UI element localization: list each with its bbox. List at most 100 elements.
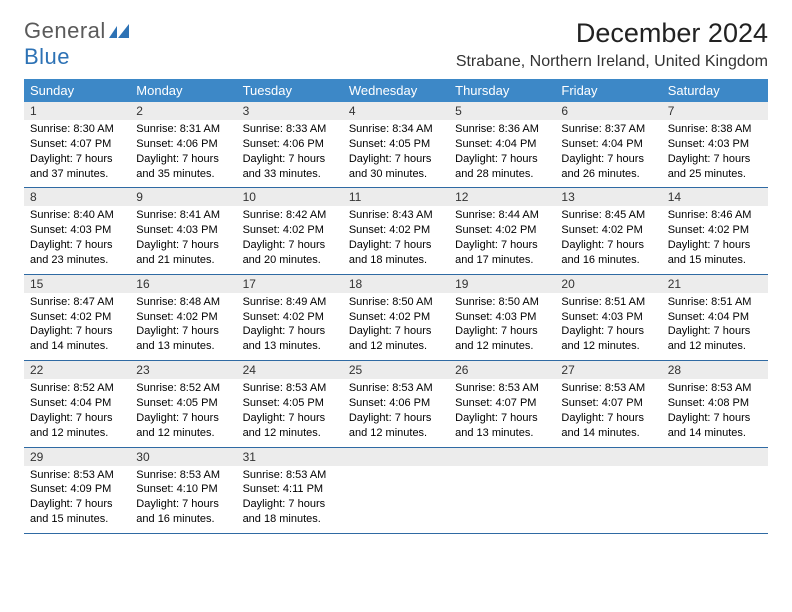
sunrise: Sunrise: 8:33 AM [243,122,337,137]
sunset: Sunset: 4:06 PM [349,396,443,411]
day-cell: Sunrise: 8:31 AMSunset: 4:06 PMDaylight:… [130,120,236,187]
day-cell: Sunrise: 8:51 AMSunset: 4:03 PMDaylight:… [555,293,661,360]
daylight-line2: and 26 minutes. [561,167,655,182]
month-title: December 2024 [456,18,768,49]
sunrise: Sunrise: 8:53 AM [136,468,230,483]
daylight-line1: Daylight: 7 hours [136,497,230,512]
daylight-line2: and 30 minutes. [349,167,443,182]
day-number: 5 [449,102,555,120]
week: 891011121314Sunrise: 8:40 AMSunset: 4:03… [24,188,768,274]
daylight-line1: Daylight: 7 hours [455,411,549,426]
daylight-line2: and 18 minutes. [243,512,337,527]
daylight-line2: and 23 minutes. [30,253,124,268]
daylight-line1: Daylight: 7 hours [30,411,124,426]
daylight-line2: and 28 minutes. [455,167,549,182]
day-number: 13 [555,188,661,206]
daylight-line2: and 35 minutes. [136,167,230,182]
sunrise: Sunrise: 8:50 AM [455,295,549,310]
daylight-line2: and 20 minutes. [243,253,337,268]
sunrise: Sunrise: 8:53 AM [243,468,337,483]
sunrise: Sunrise: 8:38 AM [668,122,762,137]
daylight-line1: Daylight: 7 hours [668,238,762,253]
logo: General Blue [24,18,131,70]
daylight-line1: Daylight: 7 hours [243,411,337,426]
sunset: Sunset: 4:04 PM [668,310,762,325]
sunrise: Sunrise: 8:46 AM [668,208,762,223]
daylight-line2: and 16 minutes. [136,512,230,527]
day-number: 20 [555,275,661,293]
daylight-line1: Daylight: 7 hours [243,324,337,339]
daylight-line2: and 12 minutes. [243,426,337,441]
day-number: 15 [24,275,130,293]
day-cell: Sunrise: 8:30 AMSunset: 4:07 PMDaylight:… [24,120,130,187]
sunset: Sunset: 4:06 PM [136,137,230,152]
sunrise: Sunrise: 8:53 AM [349,381,443,396]
day-number: 4 [343,102,449,120]
daylight-line1: Daylight: 7 hours [668,324,762,339]
day-number: 8 [24,188,130,206]
day-cell [449,466,555,533]
day-number: 9 [130,188,236,206]
dow-cell: Wednesday [343,79,449,102]
day-cell: Sunrise: 8:53 AMSunset: 4:09 PMDaylight:… [24,466,130,533]
sunrise: Sunrise: 8:49 AM [243,295,337,310]
daylight-line1: Daylight: 7 hours [561,324,655,339]
daylight-line1: Daylight: 7 hours [349,152,443,167]
dow-cell: Thursday [449,79,555,102]
day-number: 27 [555,361,661,379]
sunrise: Sunrise: 8:53 AM [30,468,124,483]
sunrise: Sunrise: 8:50 AM [349,295,443,310]
daylight-line2: and 15 minutes. [30,512,124,527]
dow-cell: Sunday [24,79,130,102]
day-cell: Sunrise: 8:40 AMSunset: 4:03 PMDaylight:… [24,206,130,273]
sunrise: Sunrise: 8:43 AM [349,208,443,223]
daylight-line2: and 12 minutes. [668,339,762,354]
daylight-line2: and 13 minutes. [136,339,230,354]
sunrise: Sunrise: 8:51 AM [668,295,762,310]
day-number: 14 [662,188,768,206]
sunrise: Sunrise: 8:30 AM [30,122,124,137]
body-row: Sunrise: 8:40 AMSunset: 4:03 PMDaylight:… [24,206,768,273]
daynum-row: 293031 [24,448,768,466]
sunrise: Sunrise: 8:51 AM [561,295,655,310]
daylight-line2: and 12 minutes. [349,339,443,354]
sunset: Sunset: 4:02 PM [668,223,762,238]
sunset: Sunset: 4:04 PM [30,396,124,411]
dow-cell: Saturday [662,79,768,102]
daylight-line1: Daylight: 7 hours [668,152,762,167]
day-number: 17 [237,275,343,293]
sunset: Sunset: 4:05 PM [349,137,443,152]
sunrise: Sunrise: 8:37 AM [561,122,655,137]
day-cell: Sunrise: 8:34 AMSunset: 4:05 PMDaylight:… [343,120,449,187]
day-number: 31 [237,448,343,466]
daylight-line1: Daylight: 7 hours [561,411,655,426]
logo-word-blue: Blue [24,44,70,69]
dow-cell: Monday [130,79,236,102]
day-number: 6 [555,102,661,120]
day-number: 29 [24,448,130,466]
day-cell [555,466,661,533]
daylight-line1: Daylight: 7 hours [561,238,655,253]
day-cell: Sunrise: 8:43 AMSunset: 4:02 PMDaylight:… [343,206,449,273]
header: General Blue December 2024 Strabane, Nor… [24,18,768,71]
day-number: 7 [662,102,768,120]
sunset: Sunset: 4:08 PM [668,396,762,411]
day-number: 28 [662,361,768,379]
daylight-line2: and 16 minutes. [561,253,655,268]
day-cell: Sunrise: 8:52 AMSunset: 4:04 PMDaylight:… [24,379,130,446]
sunset: Sunset: 4:07 PM [561,396,655,411]
day-number: 25 [343,361,449,379]
daylight-line1: Daylight: 7 hours [455,152,549,167]
daylight-line2: and 12 minutes. [455,339,549,354]
daylight-line1: Daylight: 7 hours [243,152,337,167]
sunrise: Sunrise: 8:44 AM [455,208,549,223]
daylight-line2: and 33 minutes. [243,167,337,182]
daylight-line2: and 13 minutes. [455,426,549,441]
day-cell [343,466,449,533]
dow-row: SundayMondayTuesdayWednesdayThursdayFrid… [24,79,768,102]
sunrise: Sunrise: 8:36 AM [455,122,549,137]
daylight-line1: Daylight: 7 hours [455,324,549,339]
logo-mark-icon [109,25,131,42]
sunrise: Sunrise: 8:53 AM [668,381,762,396]
sunset: Sunset: 4:02 PM [561,223,655,238]
